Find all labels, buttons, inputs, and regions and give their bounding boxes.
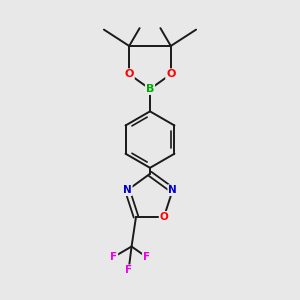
Text: F: F	[125, 265, 132, 275]
Text: O: O	[124, 69, 134, 79]
Text: N: N	[123, 185, 132, 195]
Text: O: O	[160, 212, 168, 222]
Text: F: F	[110, 252, 117, 262]
Text: B: B	[146, 84, 154, 94]
Text: O: O	[166, 69, 176, 79]
Text: N: N	[168, 185, 177, 195]
Text: F: F	[143, 252, 150, 262]
